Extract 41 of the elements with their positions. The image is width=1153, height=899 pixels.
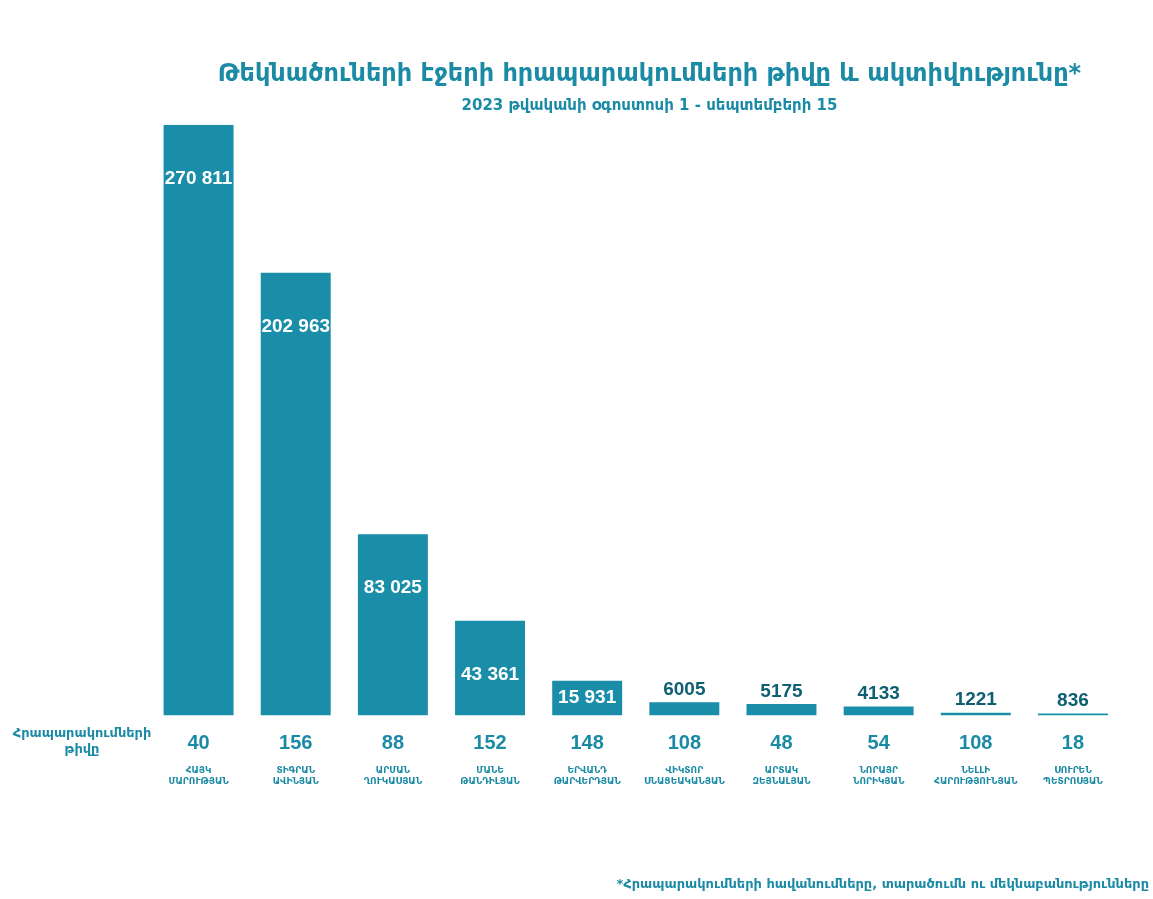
x-tick-label: ՆՈՐԱՅՐ ՆՈՐԻԿՅԱՆ xyxy=(852,765,905,786)
bar xyxy=(455,620,526,716)
text: 40 xyxy=(187,730,210,753)
x-tick-label: ԵՐՎԱՆԴ ԹԱՐՎԵՐԴՅԱՆ xyxy=(553,765,622,786)
data-label: 6005 xyxy=(663,678,706,700)
bar xyxy=(357,534,428,716)
bar xyxy=(163,124,234,716)
text: 54 xyxy=(867,730,891,753)
data-label: 83 025 xyxy=(363,576,423,598)
x-tick-label: ՏԻԳՐԱՆ ԱՎԻՆՅԱՆ xyxy=(272,765,320,786)
text: 88 xyxy=(381,730,405,753)
data-label: 43 361 xyxy=(460,662,520,684)
text: 156 xyxy=(279,730,313,753)
x-tick-label: ՄԱՆԵ ԹԱՆԴԻԼՅԱՆ xyxy=(460,765,521,786)
text: 108 xyxy=(667,730,702,753)
data-label: 15 931 xyxy=(558,686,617,708)
text: *Հրապարակումների հավանումները, տարածումն ու մեկնաբանությունները xyxy=(616,875,1149,891)
data-label: 270 811 xyxy=(164,166,233,188)
x-tick-label: ԱՐՏԱԿ ԶԵՅՆԱԼՅԱՆ xyxy=(752,765,812,786)
bar xyxy=(843,706,914,716)
data-label: 836 xyxy=(1057,689,1089,711)
text: 148 xyxy=(570,730,604,753)
data-label: 4133 xyxy=(857,682,900,704)
data-label: 1221 xyxy=(954,688,998,710)
chart-title: Թեկնածուների էջերի հրապարակումների թիվը և ակտիվությունը* xyxy=(217,58,1082,87)
bar xyxy=(260,272,331,716)
text: 18 xyxy=(1061,730,1085,753)
x-tick-label: ՆԵԼԼԻ ՀԱՐՈՒԹՅՈՒՆՅԱՆ xyxy=(934,765,1019,786)
text: 48 xyxy=(770,730,793,753)
x-tick-label: ՀԱՅԿ ՄԱՐՈՒԹՅԱՆ xyxy=(168,765,230,786)
text: 108 xyxy=(959,730,993,753)
chart-subtitle: 2023 թվականի օգոստոսի 1 - սեպտեմբերի 15 xyxy=(461,95,838,114)
bar xyxy=(649,702,720,716)
data-label: 5175 xyxy=(760,679,804,701)
text: 152 xyxy=(473,730,507,753)
text: Հրապարակումների թիվը xyxy=(12,725,152,757)
x-tick-label: ՍՈՒՐԵՆ ՊԵՏՐՈՍՅԱՆ xyxy=(1043,765,1104,786)
x-tick-label: ԱՐՄԱՆ ՂՈՒԿԱՍՅԱՆ xyxy=(363,765,423,786)
x-tick-label: ՎԻԿՏՈՐ ՍՆԱՑԵԱԿԱՆՅԱՆ xyxy=(644,765,726,786)
data-label: 202 963 xyxy=(261,314,331,336)
bar xyxy=(746,704,817,716)
